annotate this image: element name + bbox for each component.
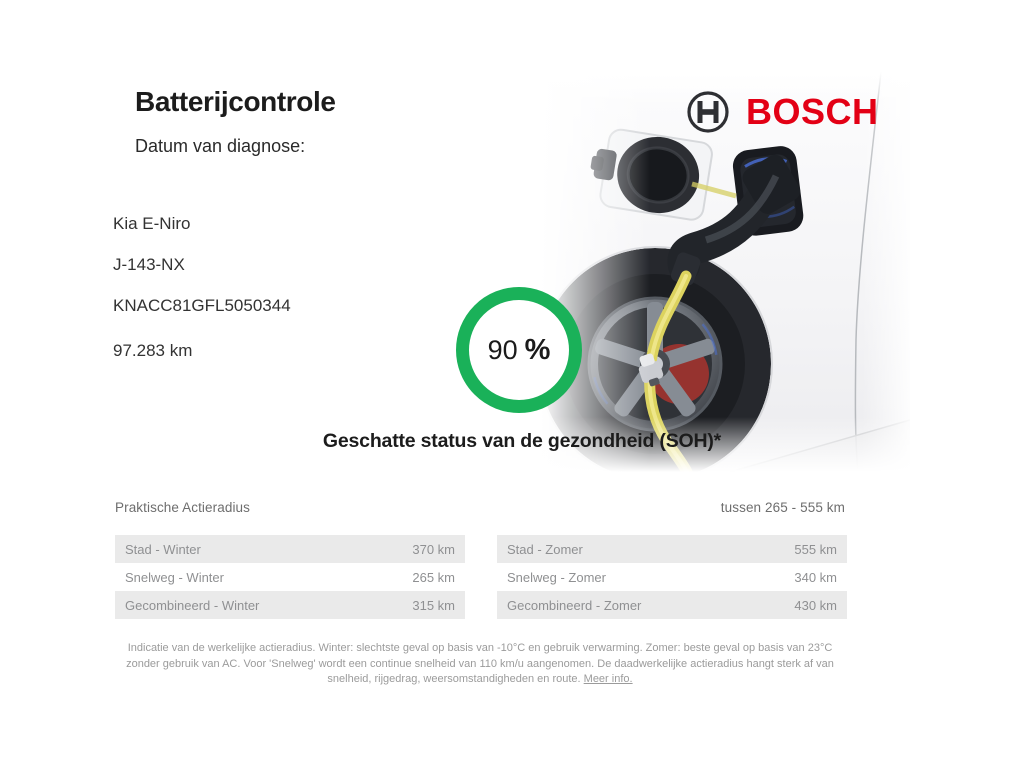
vehicle-model: Kia E-Niro	[113, 214, 191, 233]
row-value: 315 km	[412, 597, 455, 613]
disclaimer-text: Indicatie van de werkelijke actieradius.…	[126, 642, 834, 685]
winter-range-table: Stad - Winter 370 km Snelweg - Winter 26…	[115, 535, 465, 619]
ev-charging-photo	[540, 72, 910, 472]
bosch-wordmark: BOSCH	[746, 91, 879, 132]
soh-unit: %	[524, 333, 551, 366]
row-value: 265 km	[412, 569, 455, 585]
table-row: Gecombineerd - Winter 315 km	[115, 591, 465, 619]
row-label: Gecombineerd - Winter	[125, 597, 260, 613]
row-value: 430 km	[794, 597, 837, 613]
row-label: Snelweg - Zomer	[507, 569, 606, 585]
row-label: Stad - Winter	[125, 541, 201, 557]
mileage: 97.283 km	[113, 341, 193, 360]
soh-value: 90	[487, 334, 518, 365]
row-label: Gecombineerd - Zomer	[507, 597, 642, 613]
bosch-armature-icon	[687, 91, 729, 133]
table-row: Snelweg - Zomer 340 km	[497, 563, 847, 591]
range-section-header: Praktische Actieradius tussen 265 - 555 …	[115, 500, 845, 515]
bosch-logo: BOSCH	[686, 90, 879, 134]
vehicle-info: Kia E-Niro J-143-NX KNACC81GFL5050344 97…	[113, 214, 291, 382]
diagnosis-date-label: Datum van diagnose:	[135, 136, 306, 156]
table-row: Snelweg - Winter 265 km	[115, 563, 465, 591]
soh-gauge: 90 %	[456, 287, 582, 413]
row-value: 555 km	[794, 541, 837, 557]
row-value: 370 km	[412, 541, 455, 557]
table-row: Stad - Zomer 555 km	[497, 535, 847, 563]
disclaimer: Indicatie van de werkelijke actieradius.…	[122, 641, 838, 688]
range-summary: tussen 265 - 555 km	[720, 500, 845, 515]
charging-plug-graphic	[667, 154, 801, 286]
row-label: Stad - Zomer	[507, 541, 583, 557]
table-row: Gecombineerd - Zomer 430 km	[497, 591, 847, 619]
vin-number: KNACC81GFL5050344	[113, 296, 291, 315]
table-row: Stad - Winter 370 km	[115, 535, 465, 563]
soh-label: Geschatte status van de gezondheid (SOH)…	[322, 430, 722, 452]
range-section-title: Praktische Actieradius	[115, 500, 251, 515]
page-title: Batterijcontrole	[135, 86, 336, 117]
row-value: 340 km	[794, 569, 837, 585]
row-label: Snelweg - Winter	[125, 569, 224, 585]
more-info-link[interactable]: Meer info.	[583, 673, 633, 685]
zomer-range-table: Stad - Zomer 555 km Snelweg - Zomer 340 …	[497, 535, 847, 619]
license-plate: J-143-NX	[113, 255, 185, 274]
